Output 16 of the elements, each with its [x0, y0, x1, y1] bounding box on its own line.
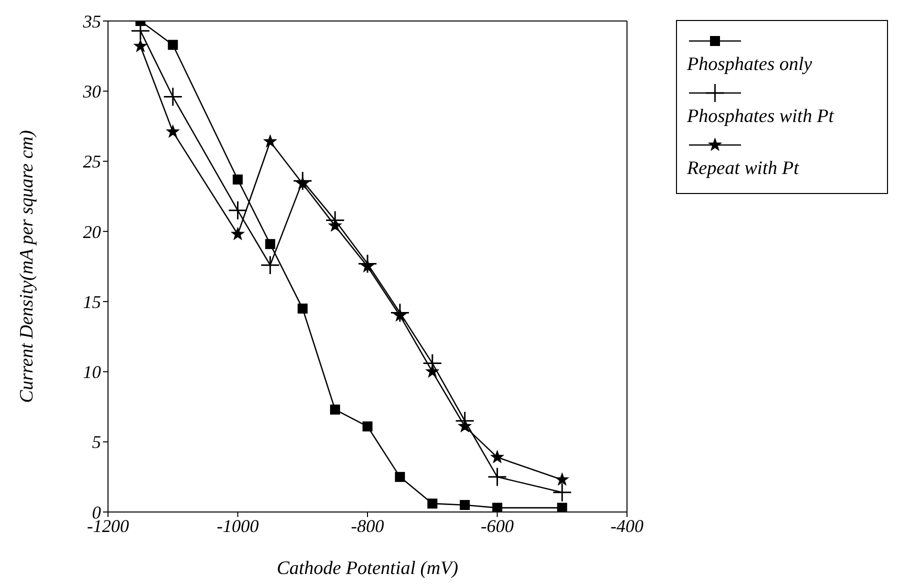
y-tick-label: 25 [83, 152, 101, 172]
x-tick-label: -400 [610, 516, 644, 536]
legend-label: Phosphates only [687, 53, 814, 77]
y-tick-label: 20 [83, 222, 101, 242]
y-tick-label: 30 [82, 82, 101, 102]
x-tick-label: -800 [351, 516, 384, 536]
y-tick-label: 5 [92, 432, 101, 452]
y-tick-label: 15 [83, 292, 101, 312]
x-tick-label: -600 [480, 516, 514, 536]
x-axis-title: Cathode Potential (mV) [276, 558, 458, 579]
y-tick-label: 10 [83, 362, 101, 382]
y-tick-label: 35 [82, 11, 101, 32]
y-axis-title: Current Density(mA per square cm) [16, 130, 38, 403]
legend-label: Repeat with Pt [687, 157, 800, 181]
x-tick-label: -1000 [216, 516, 259, 536]
legend-label: Phosphates with Pt [687, 105, 835, 129]
